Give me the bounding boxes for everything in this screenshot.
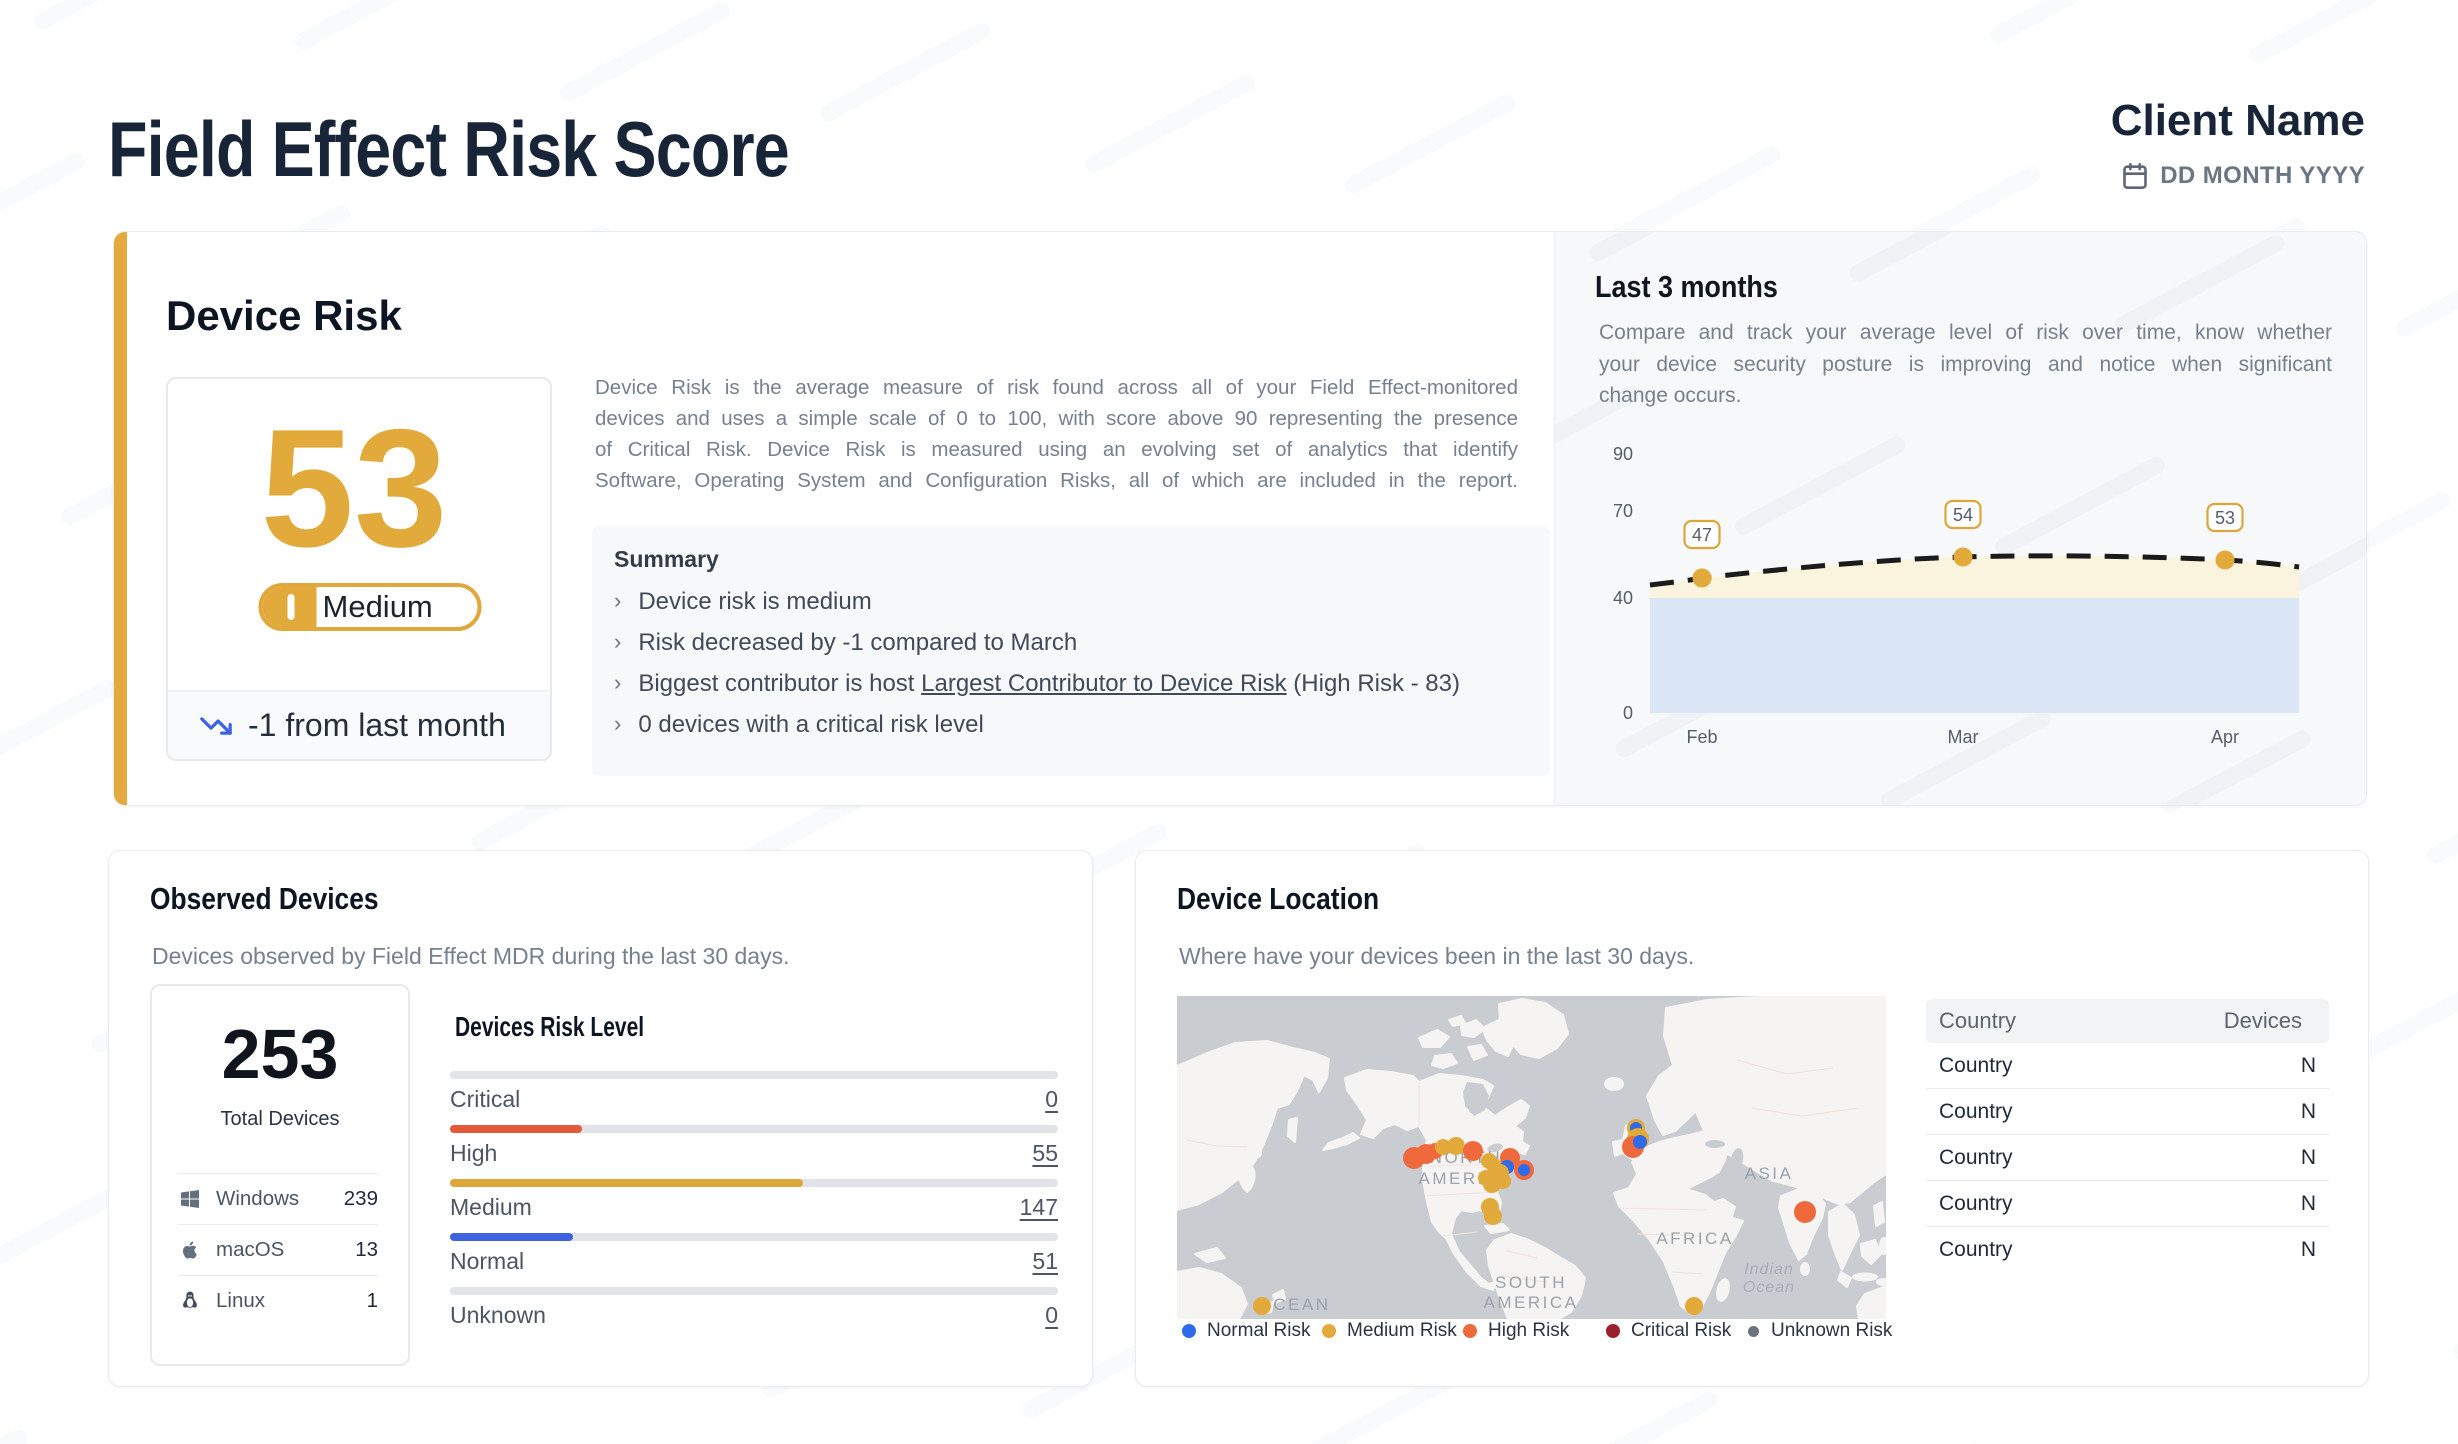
svg-text:SOUTH: SOUTH: [1495, 1273, 1567, 1292]
svg-text:40: 40: [1613, 588, 1633, 608]
svg-text:54: 54: [1953, 505, 1973, 525]
svg-text:ASIA: ASIA: [1745, 1164, 1794, 1183]
svg-text:90: 90: [1613, 444, 1633, 464]
svg-text:Indian: Indian: [1744, 1261, 1794, 1278]
svg-text:AFRICA: AFRICA: [1656, 1229, 1733, 1248]
svg-text:53: 53: [2215, 508, 2235, 528]
svg-text:0: 0: [1623, 703, 1633, 723]
svg-text:47: 47: [1692, 525, 1712, 545]
svg-text:Apr: Apr: [2211, 727, 2239, 747]
svg-text:Ocean: Ocean: [1743, 1279, 1795, 1296]
svg-text:AMERICA: AMERICA: [1484, 1293, 1579, 1312]
svg-text:70: 70: [1613, 501, 1633, 521]
svg-text:Mar: Mar: [1948, 727, 1979, 747]
svg-text:OCEAN: OCEAN: [1258, 1295, 1331, 1314]
svg-text:Feb: Feb: [1686, 727, 1717, 747]
